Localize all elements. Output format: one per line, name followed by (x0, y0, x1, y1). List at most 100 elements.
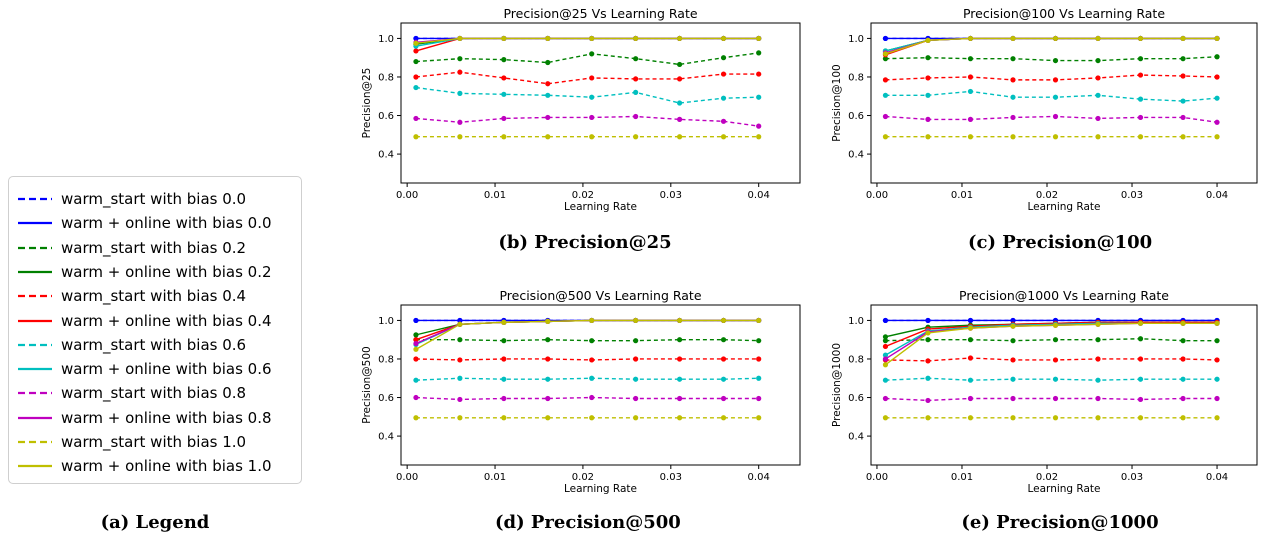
legend-label: warm_start with bias 0.8 (61, 384, 247, 403)
data-point (925, 415, 931, 421)
data-point (545, 356, 551, 362)
data-point (1214, 357, 1220, 363)
series-line (885, 37, 1218, 56)
data-point (720, 118, 727, 124)
data-point (720, 95, 727, 101)
chart-precision-500-caption: (d) Precision@500 (495, 512, 681, 533)
data-point (1137, 56, 1144, 62)
legend-label: warm + online with bias 0.0 (61, 214, 272, 233)
legend-label: warm_start with bias 1.0 (61, 433, 247, 451)
data-point (589, 375, 595, 381)
data-point (925, 358, 931, 364)
data-point (413, 337, 419, 343)
data-point (501, 415, 507, 421)
data-point (1180, 415, 1186, 421)
data-point (457, 134, 463, 140)
legend-item: warm_start with bias 0.8 (9, 381, 303, 405)
legend-item: warm + online with bias 0.6 (9, 357, 303, 381)
data-point (589, 338, 595, 344)
data-point (501, 338, 507, 344)
chart-precision-25: Precision@25 Vs Learning Rate 0.00 0.01 0.0… (350, 0, 820, 224)
data-point (1095, 35, 1101, 42)
series-line (415, 71, 759, 85)
data-point (720, 356, 727, 362)
data-point (882, 356, 889, 362)
data-point (1214, 320, 1220, 326)
data-point (882, 77, 889, 83)
data-point (720, 395, 727, 402)
data-point (967, 337, 974, 343)
data-point (501, 319, 507, 325)
data-point (413, 356, 419, 362)
legend-label: warm_start with bias 0.4 (61, 287, 247, 306)
data-point (882, 134, 889, 140)
data-point (1214, 54, 1220, 60)
series-line (885, 338, 1218, 342)
data-point (1137, 320, 1144, 326)
data-point (882, 415, 889, 421)
data-point (413, 394, 419, 401)
data-point (501, 395, 507, 402)
y-tick-label: 0.8 (848, 354, 864, 365)
legend-swatch (18, 392, 52, 395)
y-tick-label: 0.8 (848, 72, 864, 83)
data-point (720, 71, 727, 77)
data-point (545, 415, 551, 421)
data-point (967, 415, 974, 421)
series-group (413, 317, 762, 421)
data-point (589, 134, 595, 140)
data-point (501, 115, 507, 122)
y-tick-label: 1.0 (378, 316, 394, 327)
data-point (1180, 73, 1186, 79)
data-point (756, 123, 762, 129)
series-group (413, 35, 762, 140)
data-point (882, 343, 889, 350)
data-point (882, 35, 889, 42)
data-point (676, 61, 683, 68)
data-point (545, 92, 551, 98)
data-point (720, 415, 727, 421)
data-point (676, 76, 683, 82)
data-point (1052, 113, 1059, 120)
legend-label: warm + online with bias 0.4 (61, 311, 272, 330)
series-line (415, 37, 759, 52)
data-point (1095, 321, 1101, 327)
data-point (633, 134, 639, 140)
data-point (589, 75, 595, 81)
data-point (1214, 119, 1220, 125)
legend-label: warm + online with bias 1.0 (61, 457, 272, 476)
data-point (925, 375, 931, 381)
data-point (1214, 95, 1220, 101)
series-line (415, 396, 759, 401)
x-tick-label: 0.00 (396, 190, 418, 201)
data-point (633, 415, 639, 421)
series-line (415, 37, 759, 45)
data-point (967, 317, 974, 324)
legend-item: warm_start with bias 1.0 (9, 430, 303, 454)
data-point (1095, 377, 1101, 383)
data-point (1180, 320, 1186, 326)
series-line (885, 397, 1218, 402)
y-tick-label: 0.6 (378, 393, 394, 404)
series-line (885, 115, 1218, 123)
data-point (413, 134, 419, 140)
data-point (1052, 57, 1059, 64)
series-group (882, 317, 1220, 421)
data-point (413, 377, 419, 383)
data-point (1137, 96, 1144, 102)
data-point (413, 48, 419, 54)
data-point (633, 56, 639, 62)
data-point (1180, 395, 1186, 402)
data-point (1010, 134, 1016, 140)
series-line (415, 319, 759, 350)
legend-item: warm_start with bias 0.0 (9, 187, 303, 211)
data-point (545, 376, 551, 382)
chart-precision-1000: Precision@1000 Vs Learning Rate 0.00 0.01 0… (820, 282, 1275, 506)
data-point (756, 94, 762, 100)
data-point (1180, 35, 1186, 42)
chart-precision-100-caption: (c) Precision@100 (968, 232, 1153, 253)
data-point (676, 337, 683, 343)
x-axis-label: Learning Rate (564, 483, 637, 495)
x-tick-label: 0.00 (396, 472, 418, 483)
data-point (457, 337, 463, 343)
